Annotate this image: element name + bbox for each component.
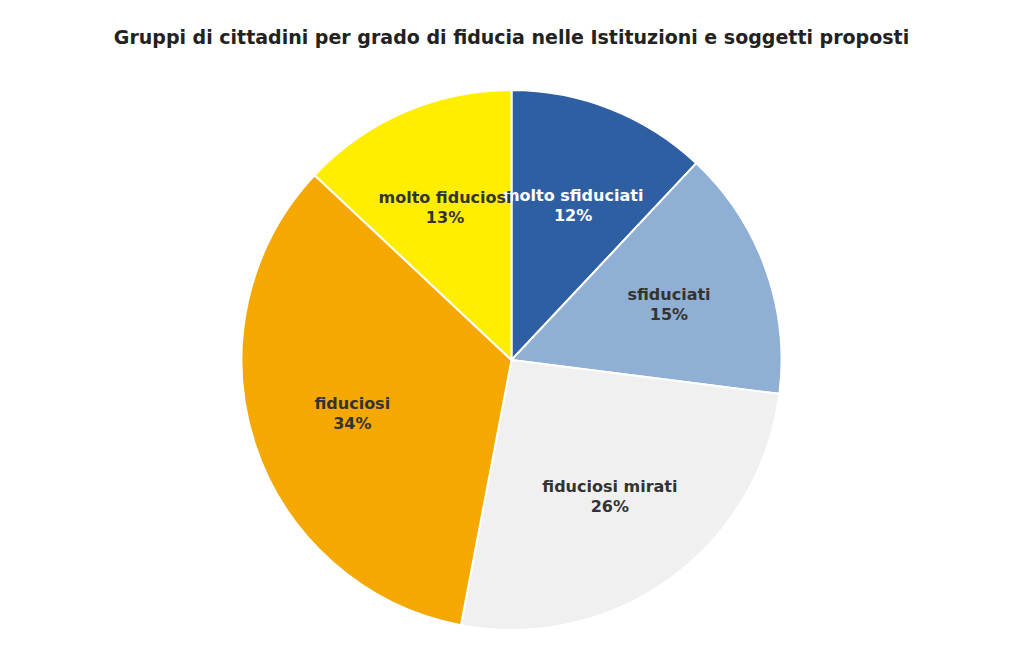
chart-title: Gruppi di cittadini per grado di fiducia… (114, 26, 909, 48)
chart-svg: Gruppi di cittadini per grado di fiducia… (0, 0, 1023, 670)
slice-label: molto sfiduciati12% (503, 186, 643, 225)
slice-category: sfiduciati (627, 285, 710, 304)
chart-container: Gruppi di cittadini per grado di fiducia… (0, 0, 1023, 670)
slice-category: molto sfiduciati (503, 186, 643, 205)
pie-slice (315, 90, 512, 360)
slice-category: fiduciosi mirati (542, 477, 677, 496)
slice-category: molto fiduciosi (379, 188, 512, 207)
slice-label: fiduciosi mirati26% (542, 477, 677, 516)
pie-slice (461, 360, 779, 630)
slice-value: 12% (554, 206, 592, 225)
slice-label: fiduciosi34% (314, 394, 390, 433)
slice-value: 13% (426, 208, 464, 227)
slice-value: 26% (591, 497, 629, 516)
slice-value: 34% (333, 414, 371, 433)
slices (242, 90, 782, 630)
labels: molto sfiduciati12% sfiduciati15% fiducios… (314, 186, 710, 516)
slice-label: sfiduciati15% (627, 285, 710, 324)
slice-value: 15% (650, 305, 688, 324)
slice-label: molto fiduciosi13% (379, 188, 512, 227)
slice-category: fiduciosi (314, 394, 390, 413)
